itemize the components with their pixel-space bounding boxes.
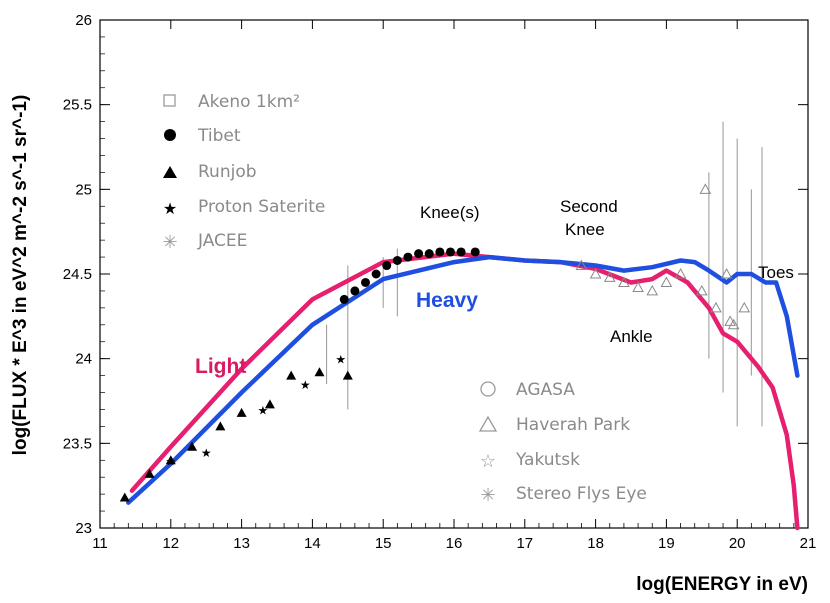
annotation-ankle: Ankle	[610, 327, 653, 346]
y-tick-label: 24	[75, 351, 92, 368]
runjob-point	[144, 468, 155, 478]
y-tick-label: 23	[75, 520, 92, 537]
runjob-point	[119, 492, 130, 502]
haverah-point	[632, 281, 644, 293]
legend-lower: AGASA Haverah Park ☆ Yakutsk ✳ Stereo Fl…	[478, 380, 647, 506]
haverah-point	[618, 276, 630, 287]
haverah-point	[575, 259, 588, 271]
legend-agasa: AGASA	[516, 380, 575, 400]
legend-upper: Akeno 1km² Tibet Runjob ★ Proton Saterit…	[162, 92, 325, 253]
haverah-point	[660, 276, 673, 287]
proton-point: ★	[201, 446, 212, 460]
x-tick-label: 13	[233, 535, 250, 552]
akeno-marker	[163, 94, 176, 107]
annotation-toes: Toes	[758, 263, 794, 282]
x-tick-label: 18	[587, 535, 604, 552]
haverah-point	[724, 315, 736, 326]
tibet-marker	[164, 129, 176, 141]
tibet-point	[424, 249, 434, 259]
runjob-point	[165, 455, 176, 465]
haverah-point	[603, 271, 616, 282]
x-tick-label: 11	[92, 535, 108, 552]
y-tick-label: 25	[75, 181, 92, 198]
legend-akeno: Akeno 1km²	[198, 92, 300, 112]
x-tick-label: 17	[516, 535, 533, 552]
proton-marker: ★	[163, 199, 177, 218]
tibet-point	[414, 249, 424, 259]
y-tick-label: 23.5	[63, 435, 92, 452]
x-tick-label: 12	[162, 535, 179, 552]
x-tick-label: 15	[375, 535, 392, 552]
y-tick-label: 24.5	[63, 266, 92, 283]
data-markers: ★ ★ ★ ★ ★	[119, 183, 751, 502]
runjob-point	[342, 370, 353, 380]
legend-yakutsk: Yakutsk	[515, 450, 580, 470]
haverah-point	[699, 183, 712, 194]
y-tick-label: 25.5	[63, 97, 92, 114]
label-light: Light	[195, 355, 246, 378]
x-tick-label: 20	[729, 535, 746, 552]
agasa-marker	[480, 381, 496, 397]
series-light-line	[129, 251, 800, 531]
legend-proton-saterite: Proton Saterite	[198, 197, 325, 217]
haverah-point	[727, 318, 740, 330]
error-bars	[326, 121, 763, 427]
tibet-point	[382, 261, 392, 271]
haverah-point	[589, 267, 602, 279]
annotation-second: Second	[560, 197, 618, 216]
runjob-point	[314, 367, 325, 377]
label-heavy: Heavy	[416, 289, 478, 312]
tibet-point	[470, 247, 480, 257]
flys-eye-marker: ✳	[480, 485, 495, 506]
legend-runjob: Runjob	[198, 162, 257, 182]
tibet-point	[456, 247, 466, 257]
x-tick-label: 21	[800, 535, 817, 552]
x-tick-label: 14	[304, 535, 321, 552]
haverah-point	[720, 267, 733, 279]
haverah-point	[646, 284, 659, 296]
proton-point: ★	[165, 454, 176, 468]
tibet-point	[350, 286, 360, 296]
runjob-point	[286, 370, 297, 380]
x-tick-label: 19	[658, 535, 675, 552]
runjob-point	[215, 421, 226, 431]
x-axis-title: log(ENERGY in eV)	[636, 574, 808, 595]
haverah-point	[710, 301, 722, 313]
legend-haverah-park: Haverah Park	[516, 415, 630, 435]
tibet-point	[339, 294, 349, 304]
tibet-point	[403, 252, 413, 262]
annotation-knees: Knee(s)	[420, 203, 480, 222]
haverah-marker	[478, 415, 498, 432]
proton-point: ★	[335, 353, 346, 367]
axis-ticks: 11 12 13 14 15 16 17 18 19 20 21 23 23.5 24 24.5 25 25.5…	[63, 12, 817, 552]
proton-point: ★	[300, 378, 311, 392]
haverah-point	[674, 267, 687, 279]
legend-stereo-flys-eye: Stereo Flys Eye	[516, 484, 647, 504]
tibet-point	[392, 255, 402, 265]
x-tick-label: 16	[446, 535, 463, 552]
tibet-point	[361, 277, 370, 287]
legend-jacee: JACEE	[197, 231, 247, 251]
runjob-point	[187, 441, 198, 451]
y-tick-label: 26	[75, 12, 92, 29]
tibet-point	[435, 247, 445, 257]
tibet-point	[445, 247, 455, 257]
legend-tibet: Tibet	[197, 126, 241, 146]
haverah-point	[695, 284, 708, 296]
y-axis-title: log(FLUX * E^3 in eV^2 m^-2 s^-1 sr^-1)	[10, 95, 31, 456]
runjob-point	[264, 399, 275, 409]
yakutsk-marker: ☆	[480, 451, 496, 472]
runjob-point	[236, 407, 247, 417]
haverah-point	[738, 301, 751, 313]
annotation-knee: Knee	[565, 220, 605, 239]
runjob-marker	[163, 166, 177, 178]
tibet-point	[371, 269, 381, 279]
proton-point: ★	[257, 403, 268, 417]
jacee-marker: ✳	[162, 232, 177, 253]
